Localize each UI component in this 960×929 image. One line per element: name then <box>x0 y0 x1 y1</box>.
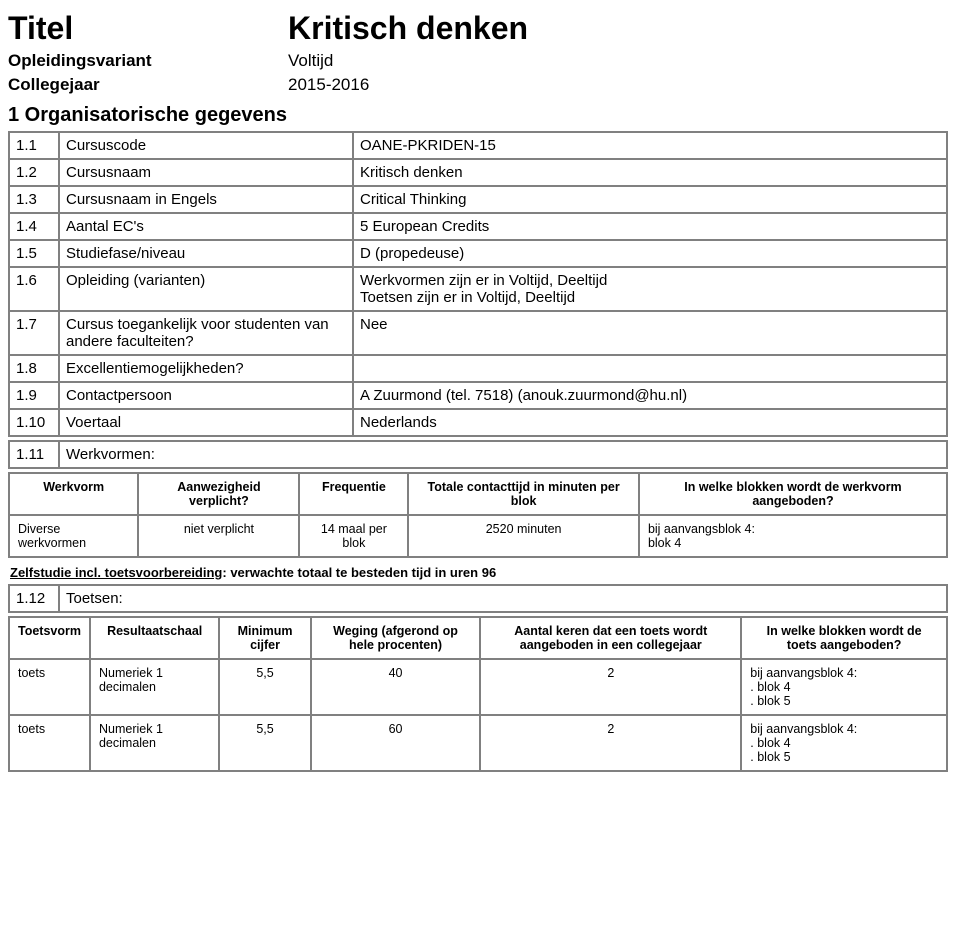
zelfstudie-line: Zelfstudie incl. toetsvoorbereiding: ver… <box>8 561 948 584</box>
year-value: 2015-2016 <box>288 73 948 97</box>
werkvormen-cell: 14 maal per blok <box>299 515 408 557</box>
row-value: D (propedeuse) <box>353 240 947 267</box>
row-value: Nederlands <box>353 409 947 436</box>
toetsen-header: Weging (afgerond op hele procenten) <box>311 617 481 659</box>
row-value <box>353 355 947 382</box>
row-num: 1.3 <box>9 186 59 213</box>
toetsen-header: Toetsvorm <box>9 617 90 659</box>
title-label: Titel <box>8 8 288 49</box>
toetsen-cell: 40 <box>311 659 481 715</box>
row-value: A Zuurmond (tel. 7518) (anouk.zuurmond@h… <box>353 382 947 409</box>
row-111-table: 1.11 Werkvormen: <box>8 440 948 469</box>
werkvormen-header: Frequentie <box>299 473 408 515</box>
toetsen-cell: toets <box>9 715 90 771</box>
toetsen-cell: 2 <box>480 715 741 771</box>
row-value: Nee <box>353 311 947 355</box>
werkvormen-header: Totale contacttijd in minuten per blok <box>408 473 639 515</box>
row-num: 1.9 <box>9 382 59 409</box>
toetsen-cell: 2 <box>480 659 741 715</box>
row-value: OANE-PKRIDEN-15 <box>353 132 947 159</box>
werkvormen-table: WerkvormAanwezigheid verplicht?Frequenti… <box>8 472 948 558</box>
row-num: 1.10 <box>9 409 59 436</box>
row-value: Critical Thinking <box>353 186 947 213</box>
row-num: 1.8 <box>9 355 59 382</box>
toetsen-cell: 5,5 <box>219 715 310 771</box>
row-num: 1.4 <box>9 213 59 240</box>
werkvormen-cell: Diverse werkvormen <box>9 515 138 557</box>
row-111-label: Werkvormen: <box>59 441 947 468</box>
zelfstudie-rest: : verwachte totaal te besteden tijd in u… <box>222 565 496 580</box>
werkvormen-header: In welke blokken wordt de werkvorm aange… <box>639 473 947 515</box>
row-112-num: 1.12 <box>9 585 59 612</box>
title-value: Kritisch denken <box>288 8 948 49</box>
org-gegevens-table: 1.1CursuscodeOANE-PKRIDEN-15 1.2Cursusnaa… <box>8 131 948 437</box>
werkvormen-cell: bij aanvangsblok 4: blok 4 <box>639 515 947 557</box>
toetsen-header: Resultaatschaal <box>90 617 219 659</box>
toetsen-header: In welke blokken wordt de toets aangebod… <box>741 617 947 659</box>
row-value: Werkvormen zijn er in Voltijd, Deeltijd … <box>353 267 947 311</box>
row-num: 1.6 <box>9 267 59 311</box>
werkvormen-cell: niet verplicht <box>138 515 299 557</box>
zelfstudie-label: Zelfstudie incl. toetsvoorbereiding <box>10 565 222 580</box>
row-label: Studiefase/niveau <box>59 240 353 267</box>
row-112-label: Toetsen: <box>59 585 947 612</box>
toetsen-cell: toets <box>9 659 90 715</box>
row-num: 1.2 <box>9 159 59 186</box>
row-112-table: 1.12 Toetsen: <box>8 584 948 613</box>
row-value: 5 European Credits <box>353 213 947 240</box>
toetsen-header: Aantal keren dat een toets wordt aangebo… <box>480 617 741 659</box>
row-num: 1.5 <box>9 240 59 267</box>
row-label: Contactpersoon <box>59 382 353 409</box>
row-label: Voertaal <box>59 409 353 436</box>
row-111-num: 1.11 <box>9 441 59 468</box>
row-label: Cursus toegankelijk voor studenten van a… <box>59 311 353 355</box>
row-label: Cursusnaam in Engels <box>59 186 353 213</box>
toetsen-cell: 60 <box>311 715 481 771</box>
toetsen-cell: 5,5 <box>219 659 310 715</box>
year-label: Collegejaar <box>8 73 288 97</box>
section1-heading: 1 Organisatorische gegevens <box>8 100 948 131</box>
variant-value: Voltijd <box>288 49 948 73</box>
row-num: 1.1 <box>9 132 59 159</box>
row-label: Cursuscode <box>59 132 353 159</box>
toetsen-cell: Numeriek 1 decimalen <box>90 715 219 771</box>
row-value: Kritisch denken <box>353 159 947 186</box>
row-label: Excellentiemogelijkheden? <box>59 355 353 382</box>
toetsen-cell: Numeriek 1 decimalen <box>90 659 219 715</box>
werkvormen-header: Aanwezigheid verplicht? <box>138 473 299 515</box>
toetsen-cell: bij aanvangsblok 4: . blok 4 . blok 5 <box>741 715 947 771</box>
toetsen-header: Minimum cijfer <box>219 617 310 659</box>
row-label: Aantal EC's <box>59 213 353 240</box>
werkvormen-cell: 2520 minuten <box>408 515 639 557</box>
row-label: Opleiding (varianten) <box>59 267 353 311</box>
header-table: Titel Kritisch denken Opleidingsvariant … <box>8 8 948 97</box>
toetsen-cell: bij aanvangsblok 4: . blok 4 . blok 5 <box>741 659 947 715</box>
variant-label: Opleidingsvariant <box>8 49 288 73</box>
toetsen-table: ToetsvormResultaatschaalMinimum cijferWe… <box>8 616 948 772</box>
row-num: 1.7 <box>9 311 59 355</box>
row-label: Cursusnaam <box>59 159 353 186</box>
werkvormen-header: Werkvorm <box>9 473 138 515</box>
